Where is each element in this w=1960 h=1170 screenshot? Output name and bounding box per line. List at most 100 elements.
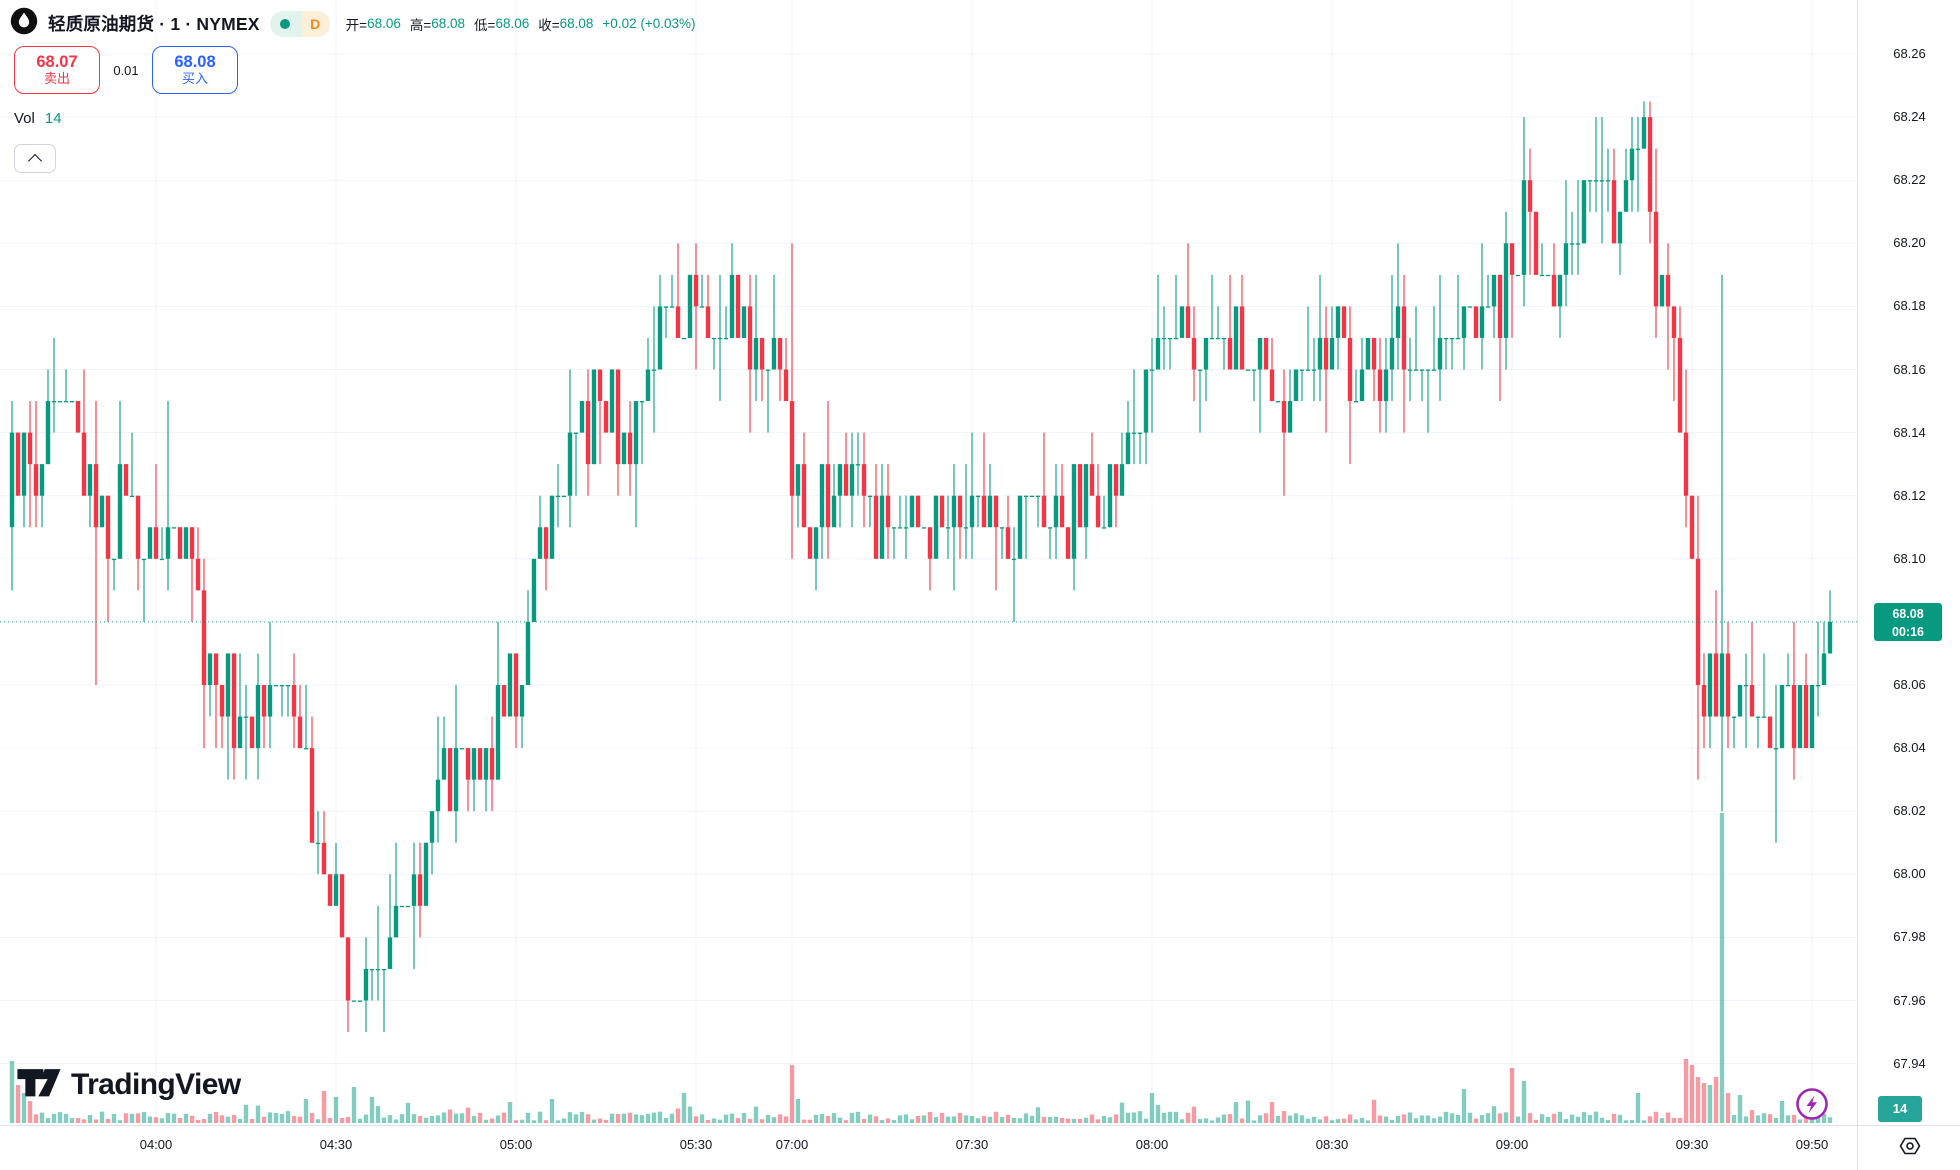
time-axis-label: 09:50 (1795, 1137, 1829, 1152)
volume-bar (333, 1097, 339, 1123)
volume-bar (1827, 1117, 1833, 1123)
candle-body (1047, 527, 1053, 529)
candle-body (45, 401, 51, 465)
time-axis-label: 05:30 (679, 1137, 713, 1152)
volume-bar (165, 1113, 171, 1123)
candle-body (1137, 432, 1143, 434)
volume-bar (885, 1118, 891, 1123)
candle-body (1005, 527, 1011, 559)
candle-body (309, 748, 315, 843)
open-label: 开= (345, 17, 368, 33)
candle-body (189, 527, 195, 559)
candle-body (39, 464, 45, 496)
candle-body (771, 337, 777, 370)
volume-bar (1293, 1113, 1299, 1123)
candle-body (123, 464, 129, 496)
volume-bar (429, 1115, 435, 1123)
collapse-legend-button[interactable] (14, 144, 56, 173)
axis-settings-corner[interactable] (1857, 1126, 1960, 1170)
volume-bar (849, 1112, 855, 1123)
volume-bar (723, 1114, 729, 1123)
time-axis[interactable]: 04:00 04:30 05:00 05:30 07:00 07:30 08:00 08:30… (0, 1125, 1960, 1170)
volume-bar (837, 1117, 843, 1123)
volume-bar (1269, 1102, 1275, 1123)
volume-bar (1677, 1117, 1683, 1123)
candle-body (1527, 180, 1533, 212)
volume-bar (753, 1106, 759, 1123)
volume-bar (465, 1107, 471, 1123)
candle-body (417, 874, 423, 906)
volume-bar (789, 1065, 795, 1123)
candle-body (1785, 685, 1791, 687)
candle-body (345, 937, 351, 1001)
candle-body (975, 495, 981, 497)
candle-body (1041, 495, 1047, 528)
candle-body (399, 905, 405, 908)
candle-body (1731, 716, 1737, 718)
candle-body (861, 464, 867, 496)
candle-body (225, 653, 231, 717)
chart-canvas[interactable] (0, 0, 1857, 1170)
candle-body (339, 874, 345, 938)
candle-body (513, 653, 519, 717)
volume-bar (1557, 1111, 1563, 1123)
volume-bar (747, 1118, 753, 1123)
price-axis[interactable]: 68.26 68.24 68.22 68.20 68.18 68.16 68.14 68.12… (1857, 0, 1960, 1125)
volume-bar (1527, 1113, 1533, 1123)
volume-bar (285, 1111, 291, 1123)
market-status-pill[interactable]: D (269, 10, 330, 37)
time-axis-label: 05:00 (499, 1137, 533, 1152)
volume-bar (795, 1099, 801, 1123)
tradingview-mark-icon (16, 1066, 62, 1103)
symbol-title[interactable]: 轻质原油期货 · 1 · NYMEX (48, 14, 260, 34)
sell-button[interactable]: 68.07 卖出 (14, 46, 100, 94)
candle-body (891, 527, 897, 529)
volume-bar (987, 1116, 993, 1123)
candle-body (429, 811, 435, 843)
volume-bar (777, 1114, 783, 1123)
price-axis-label: 67.94 (1893, 1055, 1926, 1071)
candle-body (1311, 369, 1317, 371)
volume-bar (525, 1112, 531, 1123)
candle-body (1437, 337, 1443, 370)
candle-body (111, 558, 117, 561)
volume-bar (459, 1113, 465, 1123)
candle-body (1083, 464, 1089, 528)
price-axis-label: 68.02 (1893, 803, 1926, 819)
volume-bar (657, 1111, 663, 1123)
candle-body (1179, 306, 1185, 338)
lightning-bolt-button[interactable] (1794, 1086, 1830, 1122)
volume-bar (489, 1118, 495, 1123)
volume-bar (801, 1119, 807, 1123)
price-axis-label: 68.14 (1893, 424, 1926, 440)
high-value: 68.08 (431, 16, 466, 31)
candle-body (639, 401, 645, 403)
candle-body (603, 401, 609, 433)
candle-body (363, 968, 369, 1001)
volume-bar (81, 1119, 87, 1123)
volume-bar (1329, 1120, 1335, 1123)
volume-bar (1221, 1114, 1227, 1123)
tradingview-logo[interactable]: TradingView (16, 1066, 241, 1103)
candle-body (1449, 337, 1455, 340)
high-label: 高= (409, 17, 432, 33)
candle-body (597, 369, 603, 402)
volume-bar (147, 1116, 153, 1123)
volume-bar (351, 1087, 357, 1123)
buy-button[interactable]: 68.08 买入 (152, 46, 238, 94)
volume-bar (21, 1093, 27, 1123)
candle-body (1035, 495, 1041, 497)
volume-bar (1455, 1115, 1461, 1123)
candle-body (1563, 243, 1569, 275)
volume-legend: Vol 14 (14, 110, 62, 127)
candle-body (1671, 306, 1677, 338)
volume-bar (831, 1113, 837, 1123)
candle-body (609, 369, 615, 433)
volume-bar (369, 1097, 375, 1123)
candle-body (1143, 369, 1149, 433)
volume-bar (651, 1112, 657, 1123)
candle-body (1425, 369, 1431, 371)
candle-body (1413, 369, 1419, 371)
candle-body (1383, 369, 1389, 402)
volume-bar (1659, 1118, 1665, 1123)
